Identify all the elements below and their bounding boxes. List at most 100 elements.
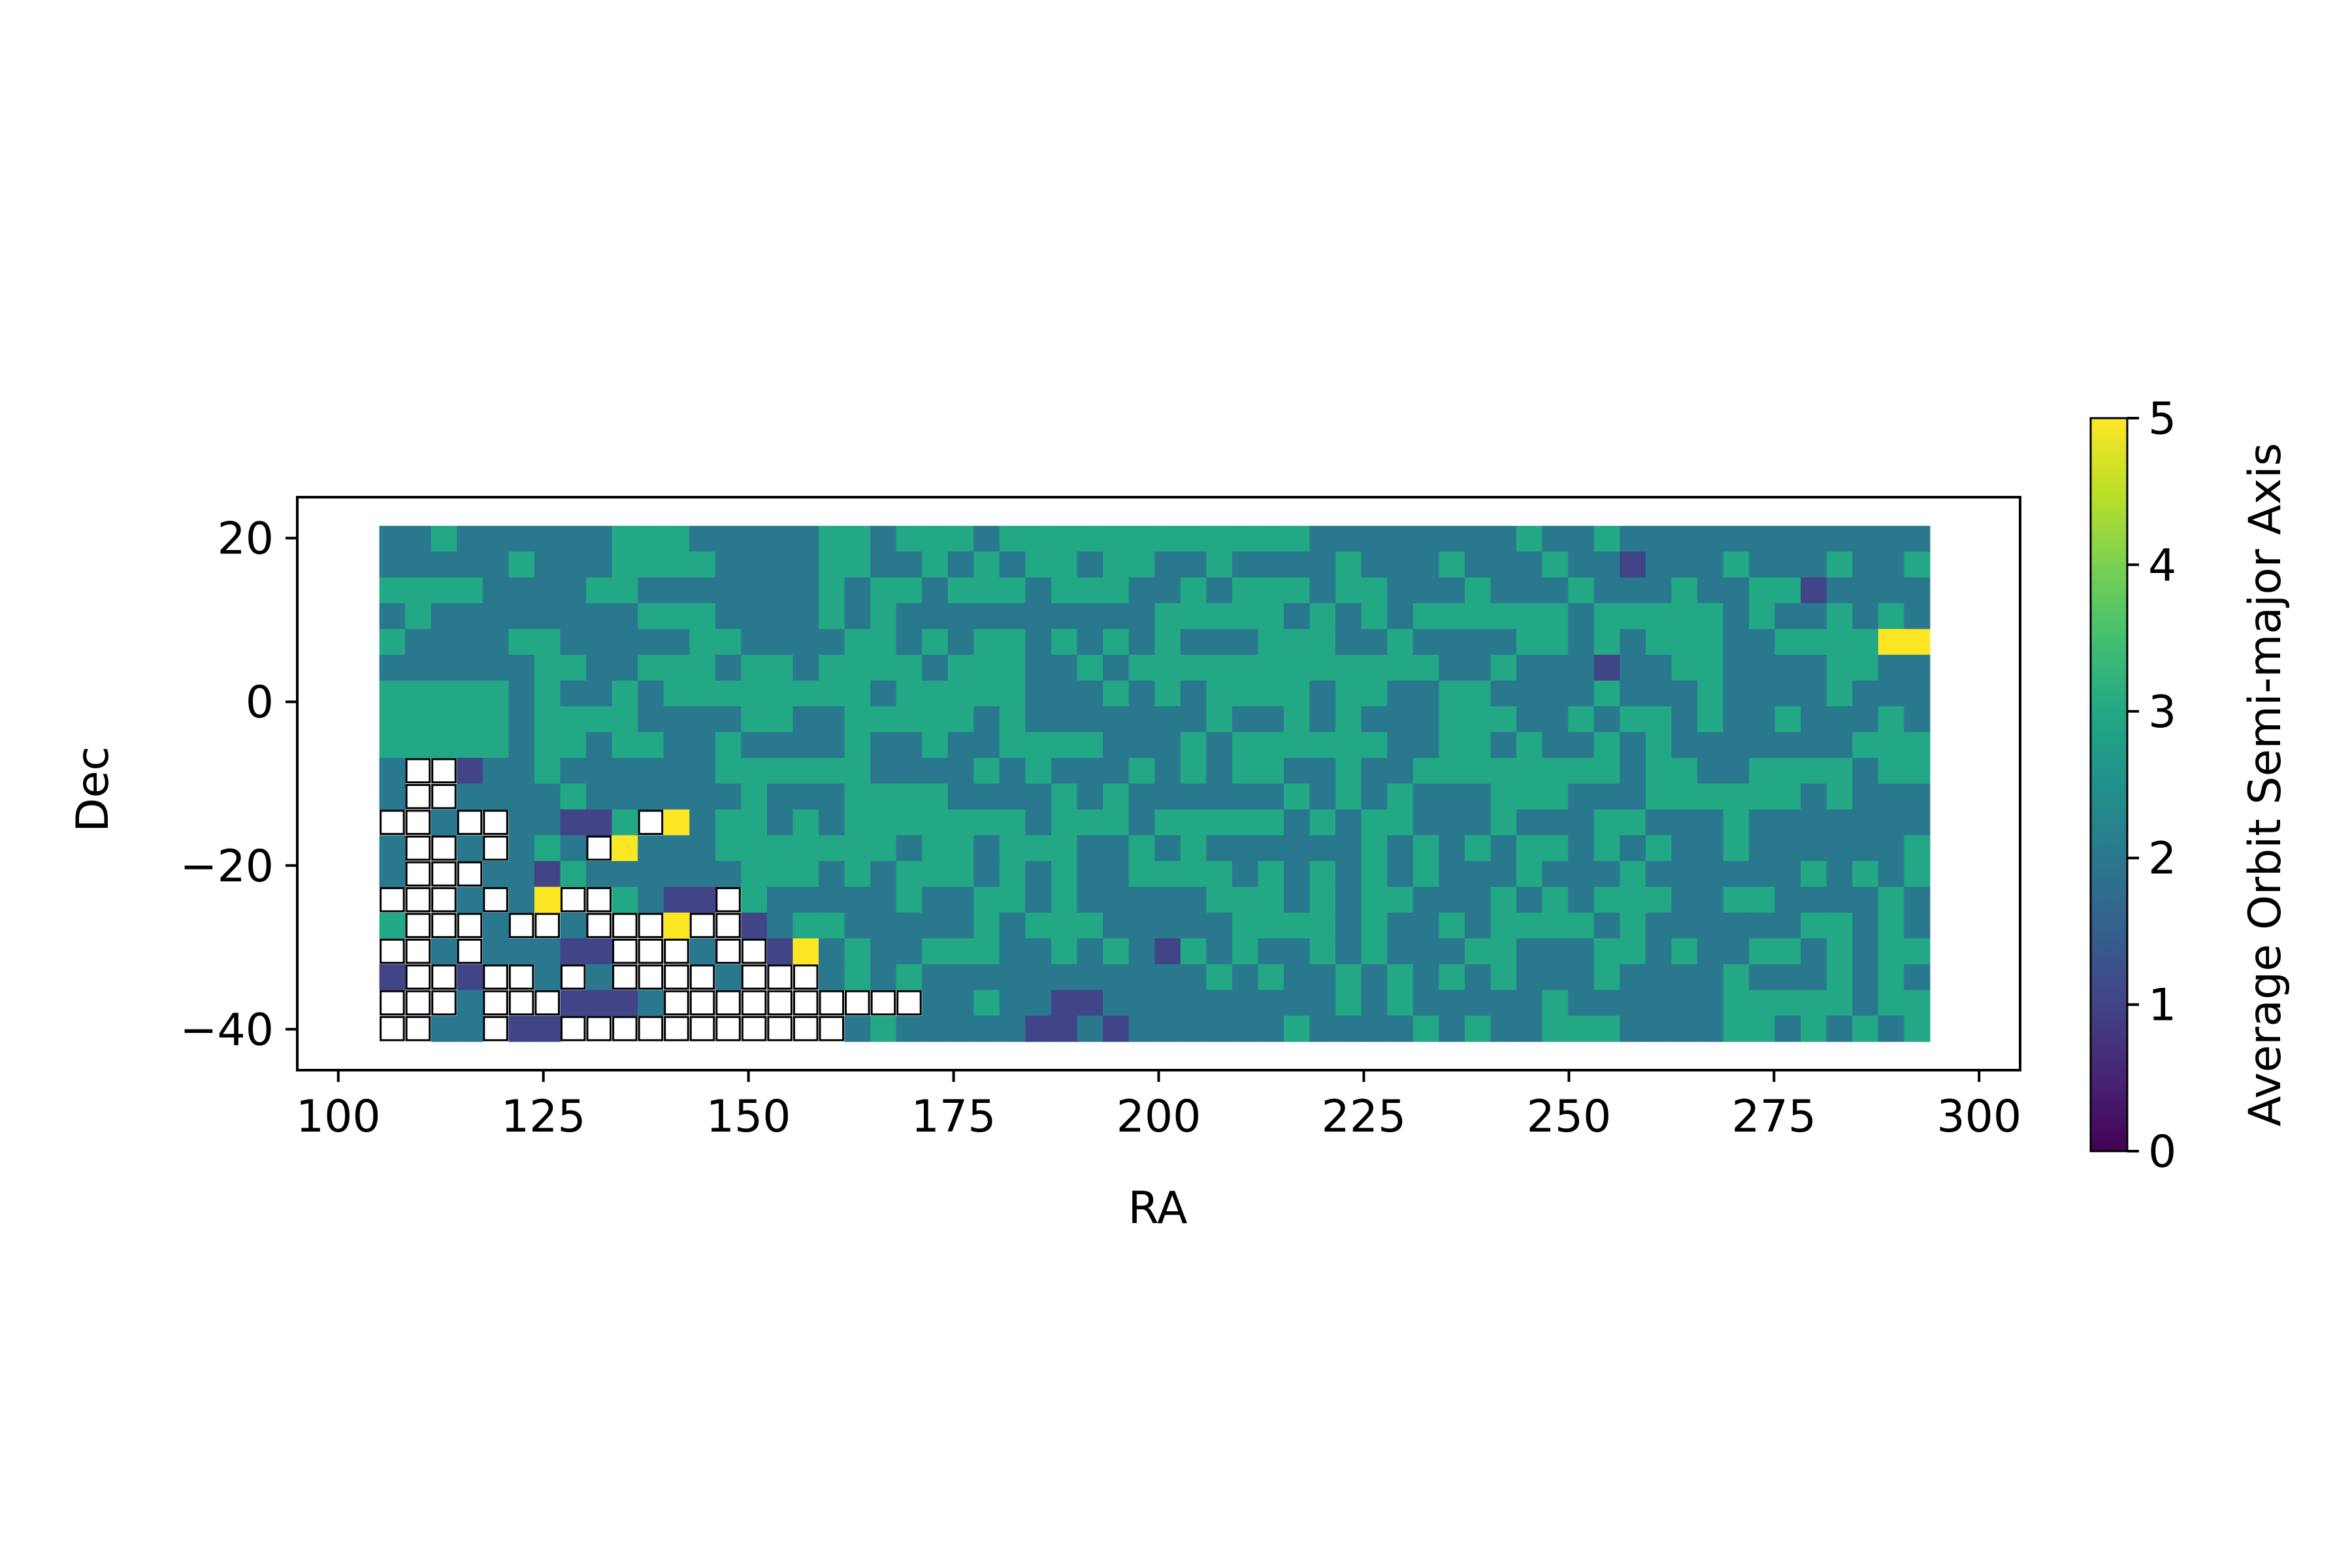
heatmap-cell-empty [405,861,431,887]
x-tick-label: 150 [706,1091,791,1143]
heatmap-cell [1232,577,1259,604]
heatmap-cell [922,603,949,630]
heatmap-cell [1826,1015,1853,1042]
heatmap-cell [973,732,1000,759]
y-tick-label: −40 [180,1004,274,1056]
heatmap-cell [1516,809,1543,836]
heatmap-cell-empty [508,913,534,938]
heatmap-cell [1077,577,1103,604]
heatmap-cell [947,732,974,759]
heatmap-cell [1542,835,1569,862]
heatmap-cell [1671,990,1698,1017]
heatmap-cell-empty [380,1016,405,1041]
heatmap-cell [1103,887,1130,913]
heatmap-cell [715,783,742,810]
heatmap-cell [1387,964,1414,990]
heatmap-cell-empty [405,938,431,964]
heatmap-cell [1904,938,1931,965]
heatmap-cell [508,1015,535,1042]
heatmap-cell [1361,732,1388,759]
heatmap-cell [973,629,1000,655]
heatmap-cell [819,758,845,785]
heatmap-cell [1568,629,1595,655]
heatmap-cell [431,1015,457,1042]
heatmap-cell [819,860,845,887]
heatmap-cell [1826,629,1853,655]
heatmap-cell [508,551,535,578]
heatmap-cell [534,680,561,707]
heatmap-cell [1154,525,1181,552]
heatmap-cell [1206,809,1233,836]
heatmap-cell [1593,629,1620,655]
heatmap-cell [1413,732,1439,759]
heatmap-cell-empty [508,990,534,1016]
heatmap-cell [1671,680,1698,707]
heatmap-cell [1128,809,1155,836]
heatmap-cell [1774,912,1801,939]
heatmap-cell [508,680,535,707]
heatmap-cell [1748,732,1776,759]
heatmap-cell [1025,835,1052,862]
heatmap-cell [1723,551,1750,578]
heatmap-cell-empty [405,964,431,990]
heatmap-cell [1283,525,1311,552]
heatmap-cell [457,887,483,913]
heatmap-cell [896,732,923,759]
heatmap-cell-empty [689,990,715,1016]
heatmap-cell [379,860,406,887]
heatmap-cell [1697,912,1724,939]
heatmap-cell [1801,758,1827,785]
heatmap-cell [1620,655,1646,681]
heatmap-cell [1645,551,1672,578]
heatmap-cell [1206,758,1233,785]
heatmap-cell [1645,629,1672,655]
heatmap-cell [1206,706,1233,733]
heatmap-cell [1335,912,1362,939]
heatmap-cell [379,577,406,604]
heatmap-cell [1180,629,1207,655]
heatmap-cell [1593,964,1620,990]
heatmap-cell [766,938,794,965]
heatmap-cell [1490,706,1517,733]
heatmap-cell [1568,525,1595,552]
heatmap-cell [663,835,690,862]
heatmap-cell [586,603,613,630]
heatmap-cell [896,551,923,578]
heatmap-cell [1077,912,1103,939]
heatmap-cell [947,809,974,836]
heatmap-cell [1283,835,1311,862]
heatmap-cell [1774,860,1801,887]
heatmap-cell [1077,990,1103,1017]
heatmap-cell [482,706,509,733]
heatmap-cell [1671,655,1698,681]
heatmap-cell-empty [405,809,431,835]
heatmap-cell [1180,783,1207,810]
heatmap-cell [999,1015,1026,1042]
heatmap-cell [1904,603,1931,630]
heatmap-cell [1697,577,1724,604]
y-tick-label: 20 [217,514,274,565]
heatmap-cell [1904,655,1931,681]
heatmap-cell [1904,732,1931,759]
heatmap-cell-empty [792,964,819,990]
heatmap-cell [1464,758,1492,785]
heatmap-cell [1077,1015,1103,1042]
heatmap-cell [379,783,406,810]
heatmap-cell [663,577,690,604]
heatmap-cell [819,706,845,733]
heatmap-cell [1258,990,1284,1017]
heatmap-cell [1490,603,1517,630]
heatmap-cell [1128,680,1155,707]
heatmap-cell [508,603,535,630]
heatmap-cell [1154,938,1181,965]
heatmap-cell [1413,629,1439,655]
heatmap-cell [586,964,613,990]
heatmap-cell [1826,525,1853,552]
heatmap-cell [1413,938,1439,965]
heatmap-cell [1801,577,1827,604]
heatmap-cell [1128,551,1155,578]
heatmap-cell [896,809,923,836]
heatmap-cell [1852,990,1879,1017]
heatmap-cell [1645,577,1672,604]
heatmap-cell [741,655,768,681]
